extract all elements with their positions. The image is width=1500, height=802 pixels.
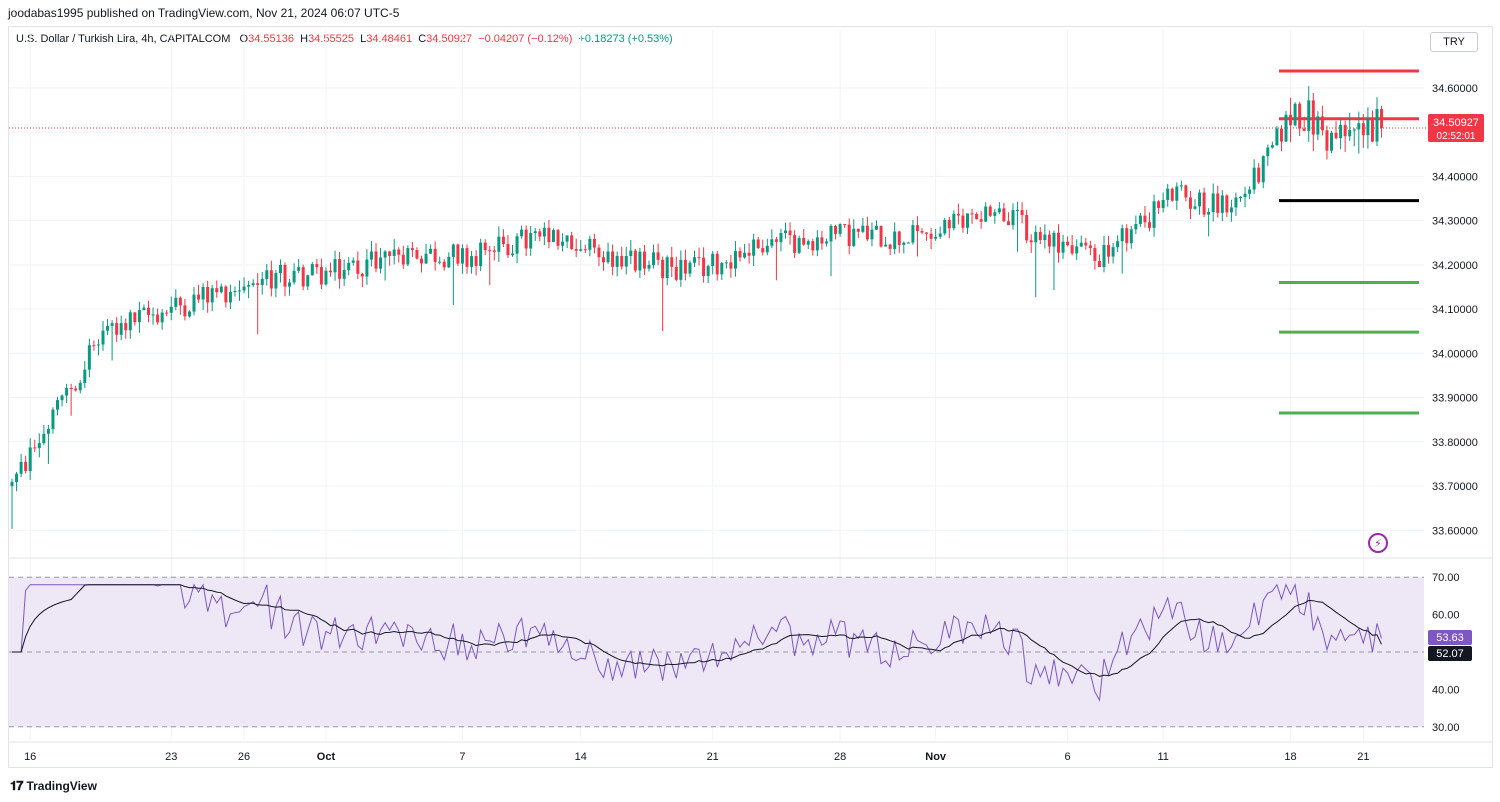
high-value: 34.55525 bbox=[308, 33, 354, 45]
open-value: 34.55136 bbox=[248, 33, 294, 45]
low-label: L bbox=[360, 33, 367, 45]
symbol-name[interactable]: U.S. Dollar / Turkish Lira, 4h, CAPITALC… bbox=[16, 33, 231, 45]
currency-badge[interactable]: TRY bbox=[1430, 32, 1478, 52]
close-label: C bbox=[418, 33, 427, 45]
symbol-legend: U.S. Dollar / Turkish Lira, 4h, CAPITALC… bbox=[16, 33, 673, 45]
footer-brand: 𝟏𝟕 TradingView bbox=[10, 778, 97, 794]
tradingview-logo-icon: 𝟏𝟕 bbox=[10, 778, 24, 793]
published-line: joodabas1995 published on TradingView.co… bbox=[8, 6, 400, 20]
lightning-icon[interactable]: ⚡ bbox=[1368, 533, 1388, 553]
change-value: −0.04207 (−0.12%) bbox=[478, 33, 573, 45]
brand-text: TradingView bbox=[26, 779, 97, 793]
close-value: 34.50927 bbox=[426, 33, 473, 45]
low-value: 34.48461 bbox=[366, 33, 413, 45]
open-label: O bbox=[239, 33, 249, 45]
extra-change-value: +0.18273 (+0.53%) bbox=[578, 33, 673, 45]
high-label: H bbox=[300, 33, 309, 45]
chart-frame bbox=[8, 26, 1493, 768]
